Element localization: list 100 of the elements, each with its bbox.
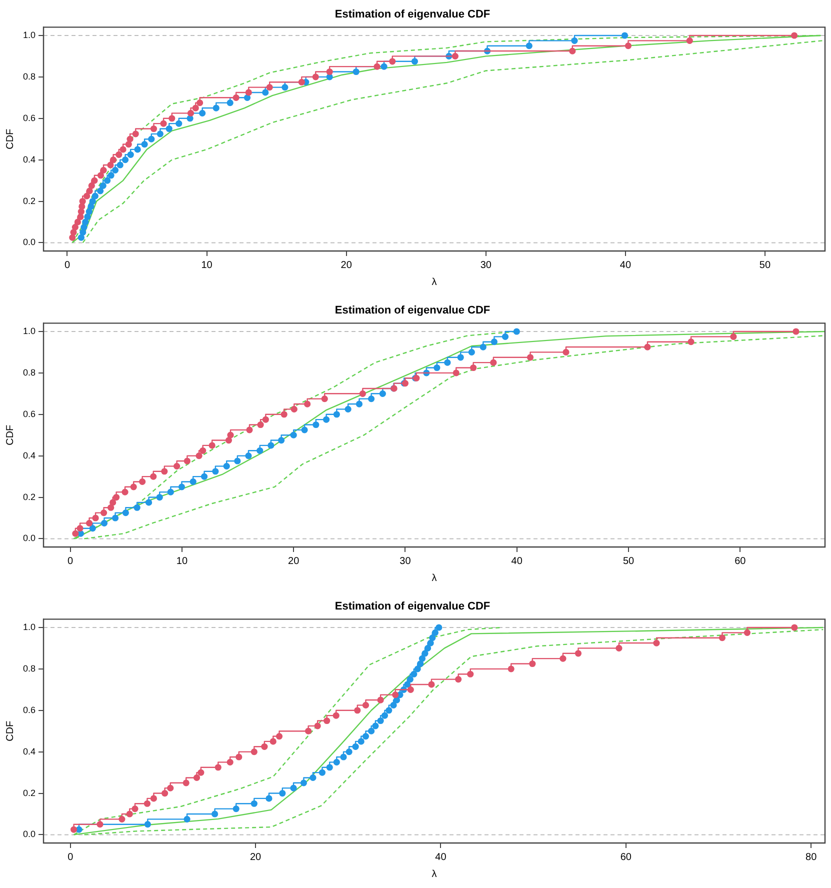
point — [270, 738, 276, 745]
point — [333, 758, 340, 766]
point — [184, 458, 190, 464]
point — [262, 416, 269, 423]
point — [246, 426, 253, 434]
point — [190, 478, 196, 486]
point — [97, 188, 104, 194]
point — [116, 151, 122, 158]
y-tick-label: 0.8 — [22, 367, 36, 378]
point — [290, 432, 297, 438]
point — [245, 89, 252, 96]
x-axis-title: λ — [432, 276, 437, 288]
point — [422, 650, 428, 657]
y-tick-label: 0.2 — [22, 788, 36, 798]
point — [257, 421, 264, 428]
point — [156, 130, 164, 138]
point — [113, 494, 120, 501]
point — [312, 421, 320, 428]
point — [134, 146, 141, 153]
point — [490, 338, 498, 346]
point — [88, 182, 95, 190]
point — [160, 120, 167, 127]
x-tick-label: 10 — [201, 260, 213, 271]
point — [226, 758, 234, 766]
point — [529, 660, 536, 668]
point — [96, 821, 104, 828]
point — [187, 110, 194, 116]
point — [352, 743, 359, 750]
point — [298, 78, 305, 86]
point — [89, 198, 96, 205]
point — [354, 707, 361, 714]
point — [352, 68, 360, 76]
point — [312, 74, 319, 80]
point — [182, 780, 190, 786]
point — [168, 115, 176, 122]
point — [362, 732, 370, 740]
point — [470, 364, 477, 372]
y-tick-label: 0.4 — [22, 154, 36, 164]
point — [468, 348, 475, 356]
point — [200, 447, 206, 454]
x-tick-label: 60 — [734, 556, 746, 567]
point — [120, 146, 126, 153]
point — [574, 650, 582, 657]
point — [508, 666, 514, 672]
point — [250, 748, 258, 756]
point — [208, 442, 216, 449]
point — [389, 58, 396, 65]
point — [372, 722, 379, 730]
point — [108, 172, 114, 179]
point — [193, 774, 200, 782]
y-tick-label: 0.4 — [22, 746, 36, 756]
point — [176, 120, 182, 127]
point — [562, 348, 570, 356]
point — [324, 717, 330, 724]
point — [104, 177, 111, 184]
x-tick-label: 20 — [288, 556, 300, 567]
point — [436, 624, 442, 631]
point — [368, 396, 375, 402]
point — [390, 702, 397, 708]
x-tick-label: 20 — [250, 852, 262, 863]
point — [326, 764, 333, 771]
point — [118, 816, 126, 822]
point — [362, 702, 370, 708]
point — [167, 784, 174, 792]
point — [305, 728, 312, 734]
point — [78, 234, 84, 241]
point — [418, 655, 426, 662]
point — [122, 156, 129, 164]
point — [359, 390, 366, 397]
point — [134, 504, 140, 511]
point — [100, 182, 106, 190]
point — [91, 177, 98, 184]
point — [166, 125, 172, 132]
point — [688, 338, 694, 346]
point — [457, 354, 464, 361]
point — [100, 510, 108, 516]
y-tick-label: 0.0 — [22, 829, 36, 840]
point — [432, 629, 438, 636]
point — [266, 795, 272, 802]
point — [276, 732, 283, 740]
point — [569, 48, 576, 54]
point — [616, 644, 622, 652]
point — [76, 525, 84, 532]
y-tick-label: 0.8 — [22, 71, 36, 82]
point — [225, 436, 232, 444]
x-tick-label: 0 — [64, 260, 70, 271]
point — [110, 499, 116, 506]
point — [150, 473, 157, 480]
point — [407, 686, 414, 693]
point — [144, 821, 151, 828]
point — [130, 484, 137, 490]
point — [429, 634, 436, 642]
point — [326, 68, 333, 76]
y-tick-label: 0.2 — [22, 492, 36, 502]
point — [452, 52, 458, 60]
point — [245, 452, 252, 460]
point — [304, 400, 311, 408]
point — [72, 224, 78, 230]
y-tick-label: 0.4 — [22, 450, 36, 460]
point — [686, 37, 693, 44]
